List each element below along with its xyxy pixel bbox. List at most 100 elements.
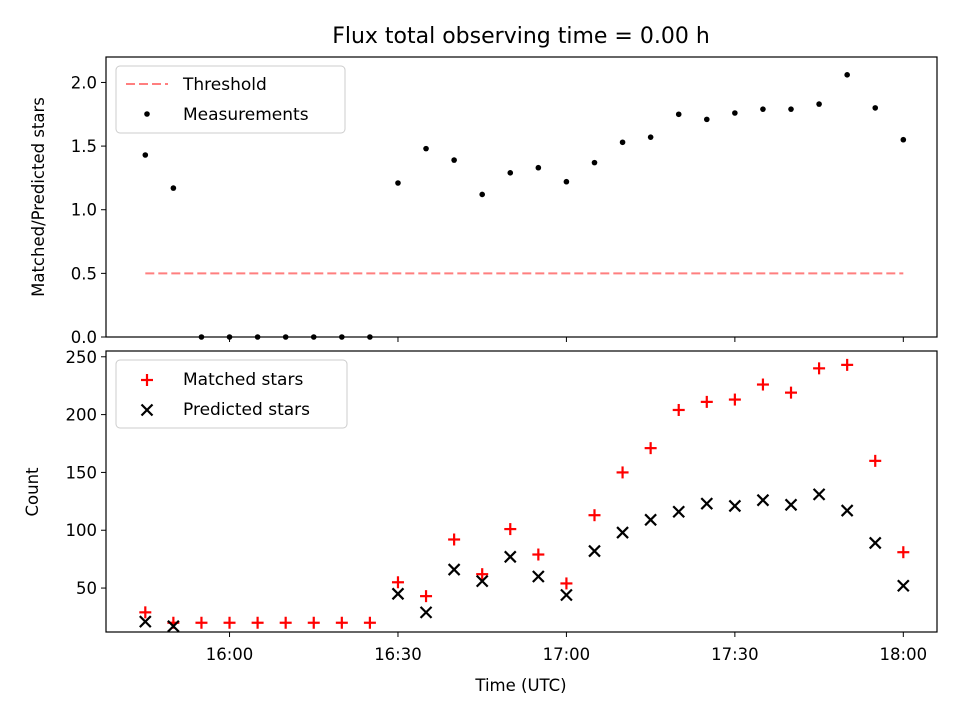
predicted-star-marker [616,526,629,539]
matched-star-marker [420,590,433,603]
matched-star-marker [251,616,264,629]
count-y-tick-label: 100 [66,521,98,540]
count-y-tick-label: 250 [66,348,98,367]
count-plot-frame [105,350,938,633]
measurement-point [451,157,457,163]
measurement-point [872,105,879,111]
x-tick-label: 18:00 [880,645,928,664]
matched-star-marker [700,395,713,408]
matched-star-marker [728,393,741,406]
predicted-star-marker [756,493,770,507]
ratio-y-axis-label: Matched/Predicted stars [29,97,48,297]
measurement-point [647,134,654,140]
matched-star-marker [869,454,882,467]
predicted-star-marker-b [419,606,433,619]
count-x-ticks: 16:00 16:30 17:00 17:30 18:00 [206,632,927,664]
count-y-tick-label: 50 [76,579,97,598]
count-y-tick-label: 200 [66,406,98,425]
matched-star-marker [897,546,910,559]
predicted-star-marker-b [784,498,798,512]
x-tick-label: 16:00 [206,645,254,664]
predicted-star-marker-b [588,544,601,558]
predicted-star-marker [868,536,882,550]
predicted-star-marker [784,498,798,512]
ratio-plot-frame [105,56,938,338]
ratio-y-tick-label: 0.0 [71,328,97,347]
predicted-star-marker [503,550,517,564]
predicted-star-marker-b [840,504,854,517]
measurement-point [591,159,598,166]
ratio-y-tick-label: 1.0 [71,201,97,220]
legend-predicted-label: Predicted stars [183,400,310,420]
measurement-point [142,152,149,158]
measurement-point [423,145,429,152]
measurement-points [142,72,907,340]
matched-star-marker [504,523,517,536]
matched-star-marker [588,509,601,522]
legend-threshold-label: Threshold [182,75,267,95]
predicted-star-marker [728,499,742,513]
measurement-point [732,110,738,116]
legend-predicted-swatch [140,403,154,417]
predicted-star-marker [560,588,573,602]
measurement-point [675,111,682,118]
predicted-star-marker-b [672,505,685,519]
predicted-star-marker-b [897,579,910,593]
matched-star-marker [841,358,854,371]
measurement-point [170,185,177,191]
matched-star-marker [560,577,573,590]
legend-plus-glyph [141,374,153,386]
predicted-star-marker-b [868,536,882,550]
legend-measurements-swatch [144,111,150,117]
predicted-star-marker-b [503,550,517,564]
matched-star-marker [672,403,685,416]
matched-star-marker [279,616,292,629]
predicted-star-marker-b [391,587,405,601]
count-y-axis-label: Count [23,467,42,517]
predicted-star-marker [167,619,180,633]
measurement-point [395,180,401,186]
matched-star-marker [195,616,208,629]
matched-star-marker [391,576,404,589]
predicted-star-marker [139,615,152,628]
ratio-legend: Threshold Measurements [115,65,346,134]
x-tick-label: 17:30 [711,645,759,664]
predicted-star-marker [812,488,826,501]
predicted-star-marker [644,513,657,527]
matched-star-marker [223,616,236,629]
chart-title: Flux total observing time = 0.00 h [332,24,710,49]
predicted-star-marker [419,606,433,619]
measurement-point [788,106,794,112]
measurement-point [703,116,710,123]
predicted-star-marker [447,563,461,576]
predicted-star-marker-b [475,574,489,588]
legend-matched-label: Matched stars [183,370,303,390]
ratio-legend-box [115,65,346,134]
matched-star-marker [335,616,348,629]
measurement-point [760,106,766,112]
predicted-star-marker-b [167,619,180,633]
predicted-star-marker-b [560,588,573,602]
predicted-star-marker [391,587,405,601]
ratio-panel: Flux total observing time = 0.00 h Match… [29,24,938,347]
predicted-star-marker-b [756,493,770,507]
predicted-star-marker-b [532,570,545,583]
matched-stars-markers [139,358,910,629]
measurement-point [479,191,485,198]
measurement-point [619,139,626,146]
matched-star-marker [813,362,826,375]
matched-star-marker [644,442,657,455]
legend-matched-swatch [141,374,153,386]
ratio-y-tick-label: 2.0 [71,73,97,92]
count-y-ticks: 50 100 150 200 250 [66,348,106,598]
x-tick-label: 16:30 [374,645,422,664]
predicted-star-marker [475,574,489,588]
ratio-y-ticks: 0.0 0.5 1.0 1.5 2.0 [71,73,106,347]
x-axis-label: Time (UTC) [474,676,566,695]
predicted-star-marker [840,504,854,517]
predicted-star-marker-b [447,563,461,576]
matched-star-marker [448,533,461,546]
matched-star-marker [307,616,320,629]
